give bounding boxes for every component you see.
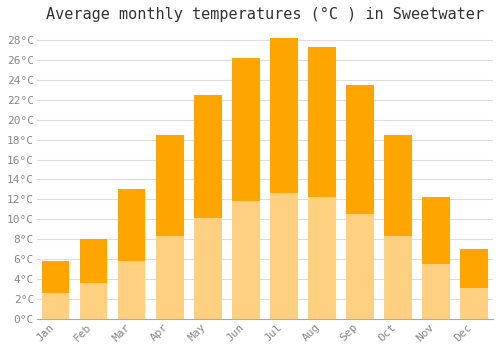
Bar: [346, 214, 374, 319]
Bar: [460, 287, 487, 319]
Bar: [270, 38, 297, 193]
Bar: [384, 236, 411, 319]
Bar: [308, 47, 336, 197]
Bar: [156, 236, 184, 319]
Bar: [194, 218, 222, 319]
Bar: [384, 135, 411, 236]
Bar: [80, 239, 108, 283]
Bar: [346, 85, 374, 214]
Bar: [270, 193, 297, 319]
Bar: [156, 135, 184, 236]
Bar: [118, 189, 146, 261]
Bar: [42, 293, 70, 319]
Title: Average monthly temperatures (°C ) in Sweetwater: Average monthly temperatures (°C ) in Sw…: [46, 7, 484, 22]
Bar: [80, 283, 108, 319]
Bar: [460, 249, 487, 287]
Bar: [308, 197, 336, 319]
Bar: [422, 197, 450, 264]
Bar: [232, 58, 260, 202]
Bar: [194, 95, 222, 218]
Bar: [118, 261, 146, 319]
Bar: [422, 264, 450, 319]
Bar: [42, 261, 70, 293]
Bar: [232, 202, 260, 319]
